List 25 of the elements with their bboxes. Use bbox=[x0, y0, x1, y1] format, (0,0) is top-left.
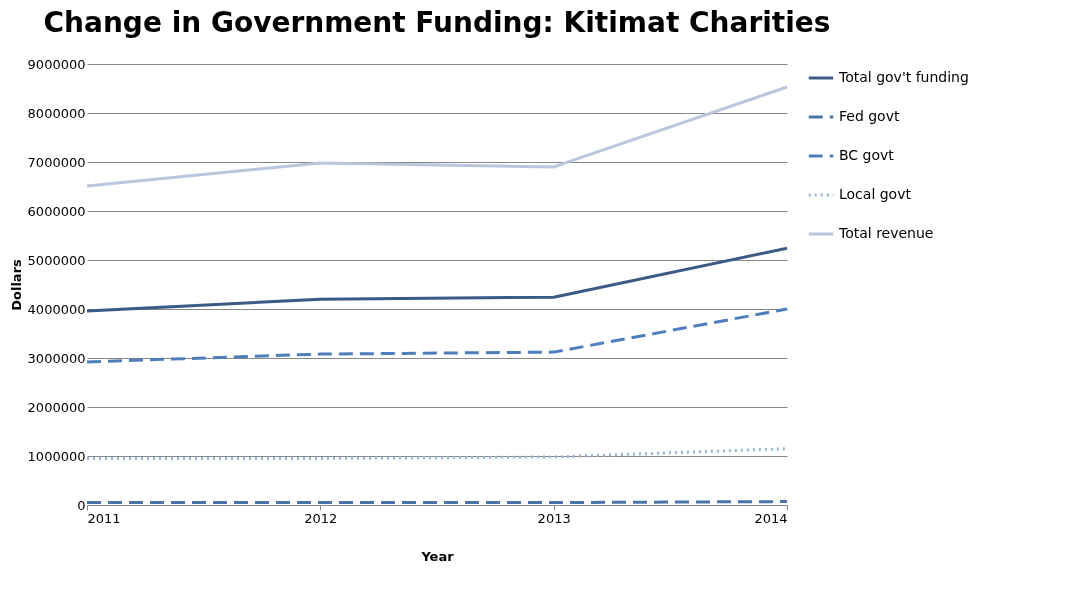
line-series bbox=[85, 246, 789, 313]
y-tick-label: 7000000 bbox=[27, 154, 86, 170]
y-tick-label: 6000000 bbox=[27, 203, 86, 219]
legend-label: Fed govt bbox=[839, 108, 900, 124]
y-tick-label: 5000000 bbox=[27, 252, 86, 268]
x-axis-title: Year bbox=[420, 548, 455, 564]
x-tick-label: 2012 bbox=[304, 510, 338, 526]
y-tick-label: 9000000 bbox=[27, 56, 86, 72]
x-tick-label: 2014 bbox=[754, 510, 788, 526]
x-tick-label: 2013 bbox=[537, 510, 571, 526]
y-tick-label: 4000000 bbox=[27, 301, 86, 317]
y-tick-label: 0 bbox=[77, 497, 86, 513]
y-tick-label: 1000000 bbox=[27, 448, 86, 464]
y-tick-label: 3000000 bbox=[27, 350, 86, 366]
legend-label: Local govt bbox=[839, 186, 912, 202]
chart-title: Change in Government Funding: Kitimat Charities bbox=[43, 6, 831, 39]
legend-label: Total revenue bbox=[838, 225, 934, 241]
line-series bbox=[85, 85, 789, 188]
legend-label: BC govt bbox=[839, 147, 895, 163]
legend-label: Total gov't funding bbox=[838, 69, 969, 85]
y-tick-label: 8000000 bbox=[27, 105, 86, 121]
x-tick-label: 2011 bbox=[87, 510, 121, 526]
line-series bbox=[85, 307, 789, 364]
y-axis-title: Dollars bbox=[8, 258, 24, 311]
y-tick-label: 2000000 bbox=[27, 399, 86, 415]
